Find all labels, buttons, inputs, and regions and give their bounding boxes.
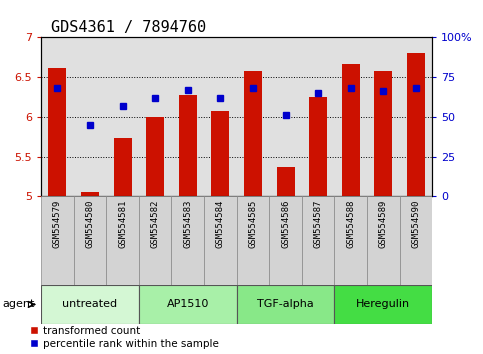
Bar [334,285,432,324]
Text: GSM554588: GSM554588 [346,199,355,247]
Text: GSM554590: GSM554590 [412,199,421,247]
Bar [212,111,229,196]
Text: agent: agent [2,299,35,309]
Text: Heregulin: Heregulin [356,299,411,309]
Bar [171,196,204,285]
Bar [237,285,335,324]
Text: GSM554584: GSM554584 [216,199,225,247]
Bar [41,196,73,285]
Text: GSM554581: GSM554581 [118,199,127,247]
Text: GSM554582: GSM554582 [151,199,160,247]
Text: GSM554580: GSM554580 [85,199,95,247]
Bar [334,196,367,285]
Bar [244,72,262,196]
Bar [48,68,66,196]
Bar [342,64,360,196]
Text: GSM554587: GSM554587 [313,199,323,247]
Bar [309,97,327,196]
Legend: transformed count, percentile rank within the sample: transformed count, percentile rank withi… [29,326,219,349]
Text: GSM554586: GSM554586 [281,199,290,247]
Bar [73,196,106,285]
Bar [106,196,139,285]
Bar [81,193,99,196]
Text: GDS4361 / 7894760: GDS4361 / 7894760 [51,21,206,35]
Bar [277,167,295,196]
Bar [270,196,302,285]
Bar [139,285,237,324]
Text: GSM554585: GSM554585 [248,199,257,247]
Text: TGF-alpha: TGF-alpha [257,299,314,309]
Bar [139,196,171,285]
Text: GSM554579: GSM554579 [53,199,62,247]
Bar [400,196,432,285]
Bar [237,196,270,285]
Bar [407,53,425,196]
Text: GSM554583: GSM554583 [183,199,192,247]
Text: AP1510: AP1510 [167,299,209,309]
Bar [367,196,400,285]
Bar [41,285,139,324]
Bar [204,196,237,285]
Bar [179,95,197,196]
Text: GSM554589: GSM554589 [379,199,388,247]
Bar [146,117,164,196]
Bar [302,196,335,285]
Bar [374,72,392,196]
Text: untreated: untreated [62,299,117,309]
Bar [114,138,131,196]
